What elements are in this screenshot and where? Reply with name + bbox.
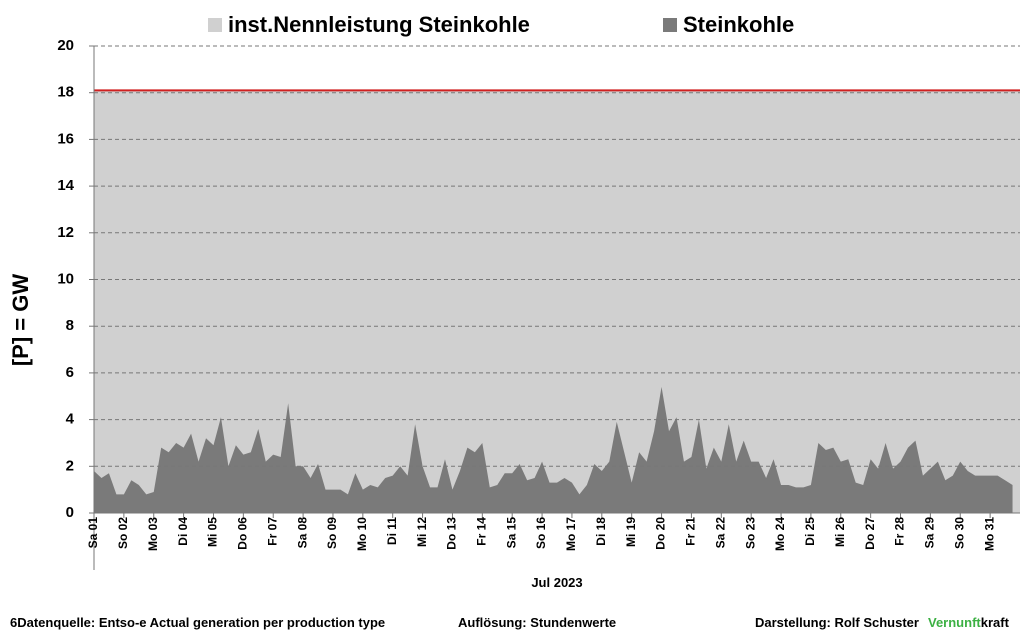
x-tick-label: So 30 bbox=[952, 517, 966, 549]
footer-author: Darstellung: Rolf Schuster bbox=[755, 615, 919, 630]
x-tick-label: Di 11 bbox=[385, 517, 399, 545]
x-tick-label: Sa 01 bbox=[86, 517, 100, 549]
area bbox=[94, 90, 1020, 514]
y-tick-label: 0 bbox=[66, 504, 74, 521]
x-tick-label: Mi 19 bbox=[624, 517, 638, 547]
footer-resolution: Auflösung: Stundenwerte bbox=[458, 615, 616, 630]
y-tick-label: 18 bbox=[57, 84, 74, 101]
x-tick-label: So 02 bbox=[116, 517, 130, 549]
x-tick-label: Di 04 bbox=[176, 517, 190, 546]
x-tick-label: Fr 21 bbox=[684, 517, 698, 546]
x-tick-label: Di 25 bbox=[803, 517, 817, 546]
x-tick-label: Fr 14 bbox=[474, 517, 488, 546]
y-tick-label: 6 bbox=[66, 364, 74, 381]
y-tick-label: 10 bbox=[57, 270, 74, 287]
x-tick-label: Mo 17 bbox=[564, 517, 578, 551]
x-tick-label: Mo 24 bbox=[773, 517, 787, 551]
footer-source: 6Datenquelle: Entso-e Actual generation … bbox=[10, 615, 385, 630]
footer-brand: Vernunftkraft bbox=[928, 615, 1010, 630]
y-tick-label: 8 bbox=[66, 317, 74, 334]
x-tick-label: So 09 bbox=[325, 517, 339, 549]
x-tick-label: Mo 10 bbox=[355, 517, 369, 551]
x-tick-label: Do 20 bbox=[654, 517, 668, 550]
x-tick-label: Fr 28 bbox=[893, 517, 907, 546]
y-tick-label: 20 bbox=[57, 37, 74, 54]
x-tick-label: Di 18 bbox=[594, 517, 608, 546]
x-axis-label: Jul 2023 bbox=[531, 575, 582, 590]
legend-label: inst.Nennleistung Steinkohle bbox=[228, 12, 530, 37]
x-tick-label: Sa 08 bbox=[295, 517, 309, 549]
brand-b: kraft bbox=[981, 615, 1010, 630]
legend-label: Steinkohle bbox=[683, 12, 794, 37]
x-tick-label: Do 06 bbox=[236, 517, 250, 550]
area bbox=[94, 386, 1013, 513]
brand-a: Vernunft bbox=[928, 615, 981, 630]
x-tick-label: Sa 15 bbox=[504, 517, 518, 549]
y-tick-label: 16 bbox=[57, 130, 74, 147]
x-tick-label: Sa 29 bbox=[923, 517, 937, 549]
x-tick-label: Mo 31 bbox=[982, 517, 996, 551]
y-tick-label: 2 bbox=[66, 457, 74, 474]
x-tick-label: Mi 26 bbox=[833, 517, 847, 547]
legend-swatch bbox=[663, 18, 677, 32]
x-tick-label: Mi 05 bbox=[206, 517, 220, 547]
y-axis-label: [P] = GW bbox=[8, 274, 33, 367]
x-tick-label: Mo 03 bbox=[146, 517, 160, 551]
y-tick-label: 14 bbox=[57, 177, 74, 194]
x-tick-label: Sa 22 bbox=[713, 517, 727, 549]
x-tick-label: Mi 12 bbox=[415, 517, 429, 547]
x-tick-label: So 23 bbox=[743, 517, 757, 549]
legend-swatch bbox=[208, 18, 222, 32]
y-tick-label: 4 bbox=[66, 411, 75, 428]
y-tick-label: 12 bbox=[57, 224, 74, 241]
x-tick-label: Fr 07 bbox=[265, 517, 279, 546]
x-tick-label: Do 27 bbox=[863, 517, 877, 550]
x-tick-label: So 16 bbox=[534, 517, 548, 549]
x-tick-label: Do 13 bbox=[445, 517, 459, 550]
